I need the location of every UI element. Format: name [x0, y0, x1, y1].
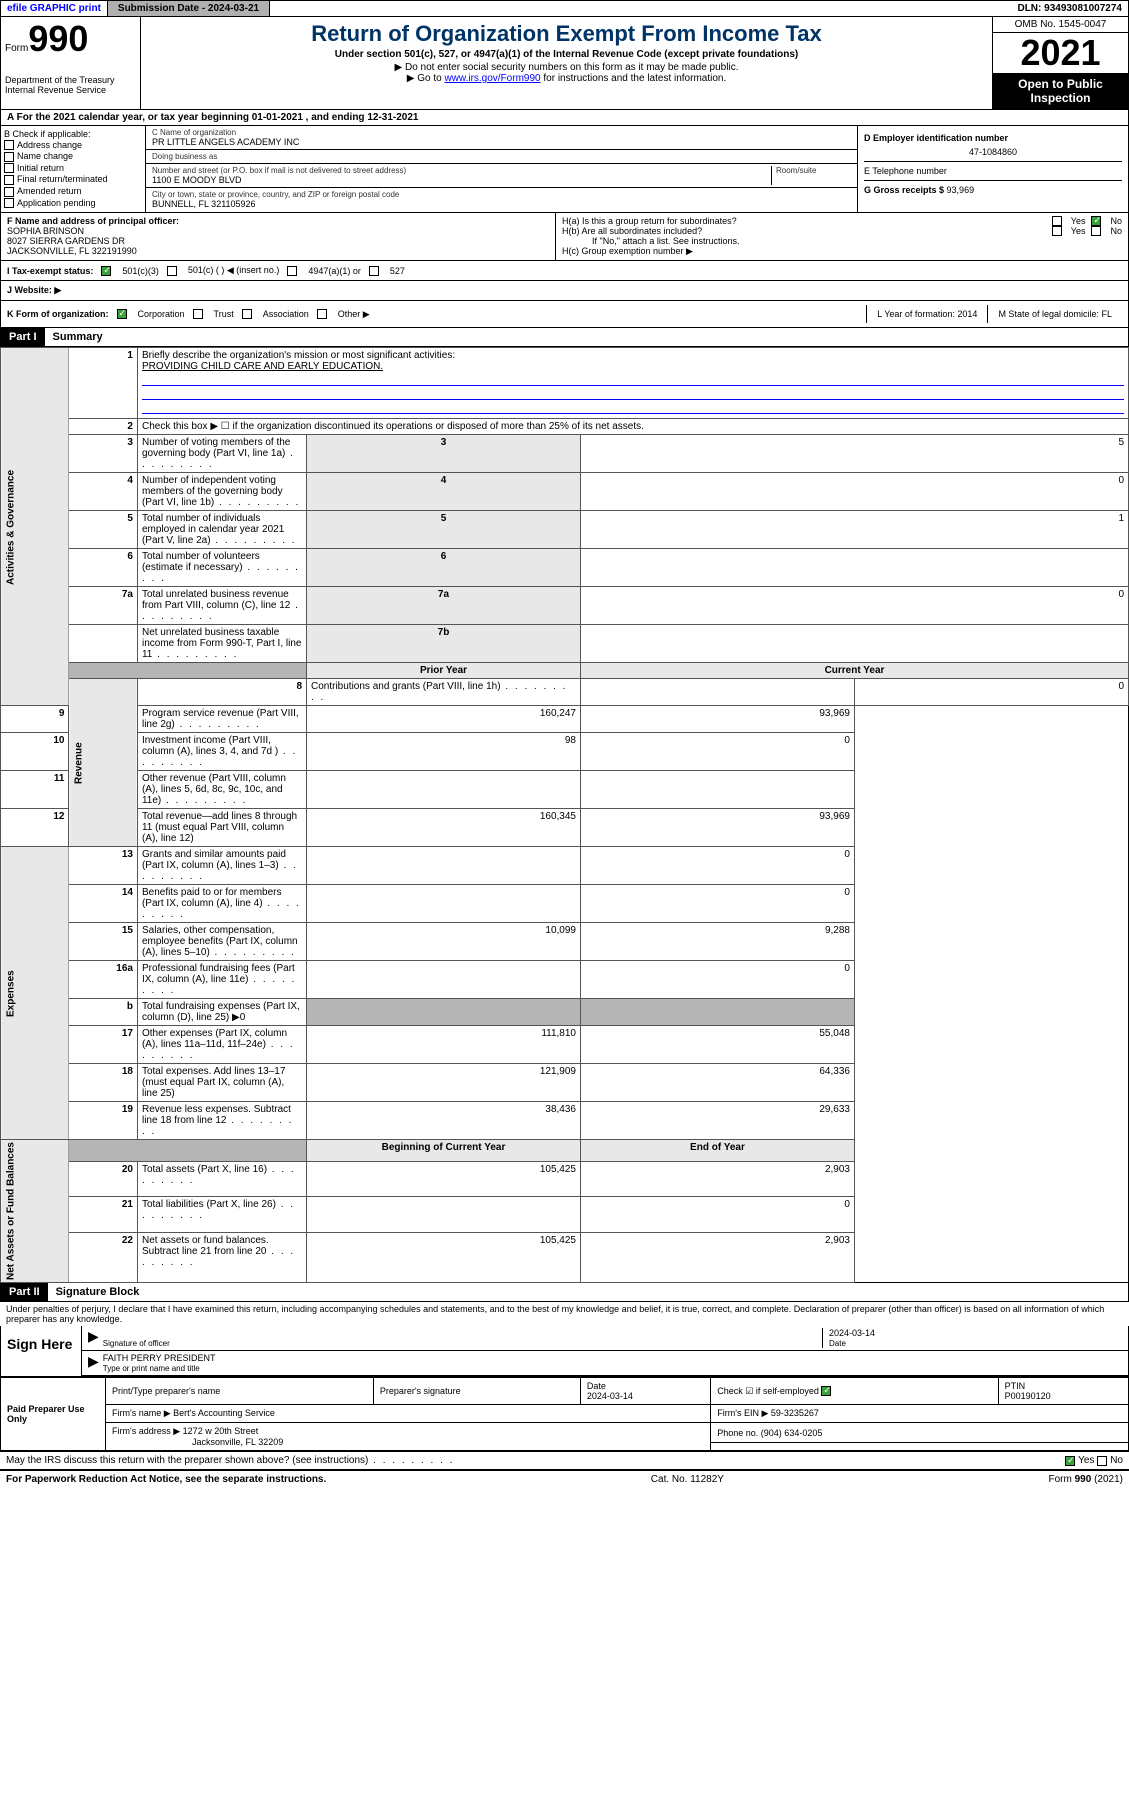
tax-year: 2021 — [993, 33, 1128, 73]
paid-preparer-label: Paid Preparer Use Only — [1, 1378, 106, 1451]
chk-corporation[interactable] — [117, 309, 127, 319]
chk-address-change[interactable]: Address change — [4, 140, 142, 151]
ptin: P00190120 — [1005, 1391, 1051, 1401]
chk-final-return[interactable]: Final return/terminated — [4, 174, 142, 185]
state-domicile: M State of legal domicile: FL — [987, 305, 1122, 323]
ein: 47-1084860 — [864, 147, 1122, 157]
row-a-tax-year: A For the 2021 calendar year, or tax yea… — [0, 110, 1129, 126]
side-revenue: Revenue — [69, 679, 137, 847]
officer-addr2: JACKSONVILLE, FL 322191990 — [7, 246, 549, 256]
paid-preparer-section: Paid Preparer Use Only Print/Type prepar… — [0, 1377, 1129, 1451]
paperwork-notice: For Paperwork Reduction Act Notice, see … — [6, 1474, 326, 1485]
tax-exempt-row: I Tax-exempt status: 501(c)(3) 501(c) ( … — [0, 261, 1129, 281]
col-d-e-g: D Employer identification number47-10848… — [858, 126, 1128, 213]
officer-and-h-row: F Name and address of principal officer:… — [0, 213, 1129, 261]
firm-addr2: Jacksonville, FL 32209 — [192, 1437, 283, 1447]
sign-here-label: Sign Here — [1, 1326, 81, 1376]
chk-discuss-yes[interactable] — [1065, 1456, 1075, 1466]
form-ref: Form 990 (2021) — [1049, 1474, 1123, 1485]
cat-no: Cat. No. 11282Y — [651, 1474, 724, 1485]
form-title: Return of Organization Exempt From Incom… — [151, 21, 982, 47]
side-expenses: Expenses — [1, 847, 69, 1140]
chk-amended-return[interactable]: Amended return — [4, 186, 142, 197]
k-form-org-row: K Form of organization: Corporation Trus… — [0, 301, 1129, 328]
dln: DLN: 93493081007274 — [1011, 1, 1128, 16]
open-public-badge: Open to Public Inspection — [993, 73, 1128, 109]
side-activities-governance: Activities & Governance — [1, 348, 69, 706]
note-link: ▶ Go to www.irs.gov/Form990 for instruct… — [151, 73, 982, 84]
form-label: Form — [5, 43, 28, 54]
mission: PROVIDING CHILD CARE AND EARLY EDUCATION… — [142, 361, 383, 372]
department: Department of the Treasury Internal Reve… — [5, 75, 136, 95]
col-c-org-info: C Name of organizationPR LITTLE ANGELS A… — [146, 126, 858, 213]
website-row: J Website: ▶ — [0, 281, 1129, 301]
page-footer: For Paperwork Reduction Act Notice, see … — [0, 1469, 1129, 1488]
chk-self-employed[interactable] — [821, 1386, 831, 1396]
col-b-checkboxes: B Check if applicable: Address change Na… — [1, 126, 146, 213]
org-name: PR LITTLE ANGELS ACADEMY INC — [152, 137, 851, 147]
chk-group-return-no[interactable] — [1091, 216, 1101, 226]
street-address: 1100 E MOODY BLVD — [152, 175, 771, 185]
submission-date: Submission Date - 2024-03-21 — [108, 1, 270, 16]
irs-discuss-row: May the IRS discuss this return with the… — [0, 1451, 1129, 1469]
side-net-assets: Net Assets or Fund Balances — [1, 1140, 69, 1283]
sign-here-section: Sign Here ▶Signature of officer2024-03-1… — [0, 1326, 1129, 1377]
section-b-to-g: B Check if applicable: Address change Na… — [0, 126, 1129, 214]
part-ii-header: Part II Signature Block — [0, 1283, 1129, 1302]
chk-501c3[interactable] — [101, 266, 111, 276]
firm-phone: (904) 634-0205 — [761, 1428, 823, 1438]
year-formation: L Year of formation: 2014 — [866, 305, 987, 323]
top-bar: efile GRAPHIC print Submission Date - 20… — [0, 0, 1129, 17]
firm-ein: 59-3235267 — [771, 1408, 819, 1418]
omb-number: OMB No. 1545-0047 — [993, 17, 1128, 33]
summary-table: Activities & Governance 1 Briefly descri… — [0, 347, 1129, 1283]
firm-name: Bert's Accounting Service — [173, 1408, 275, 1418]
declaration-text: Under penalties of perjury, I declare th… — [0, 1302, 1129, 1326]
officer-name: SOPHIA BRINSON — [7, 226, 549, 236]
chk-initial-return[interactable]: Initial return — [4, 163, 142, 174]
gross-receipts: 93,969 — [947, 185, 975, 195]
part-i-header: Part I Summary — [0, 328, 1129, 347]
efile-link[interactable]: efile GRAPHIC print — [1, 1, 108, 16]
city-state-zip: BUNNELL, FL 321105926 — [152, 199, 851, 209]
form-subtitle: Under section 501(c), 527, or 4947(a)(1)… — [151, 49, 982, 60]
officer-addr1: 8027 SIERRA GARDENS DR — [7, 236, 549, 246]
chk-application-pending[interactable]: Application pending — [4, 198, 142, 209]
firm-addr1: 1272 w 20th Street — [183, 1426, 259, 1436]
officer-signature-name: FAITH PERRY PRESIDENT — [103, 1353, 216, 1363]
form-number: 990 — [28, 18, 88, 59]
chk-name-change[interactable]: Name change — [4, 151, 142, 162]
note-ssn: ▶ Do not enter social security numbers o… — [151, 62, 982, 73]
form-header: Form990 Department of the Treasury Inter… — [0, 17, 1129, 110]
irs-link[interactable]: www.irs.gov/Form990 — [444, 73, 540, 84]
